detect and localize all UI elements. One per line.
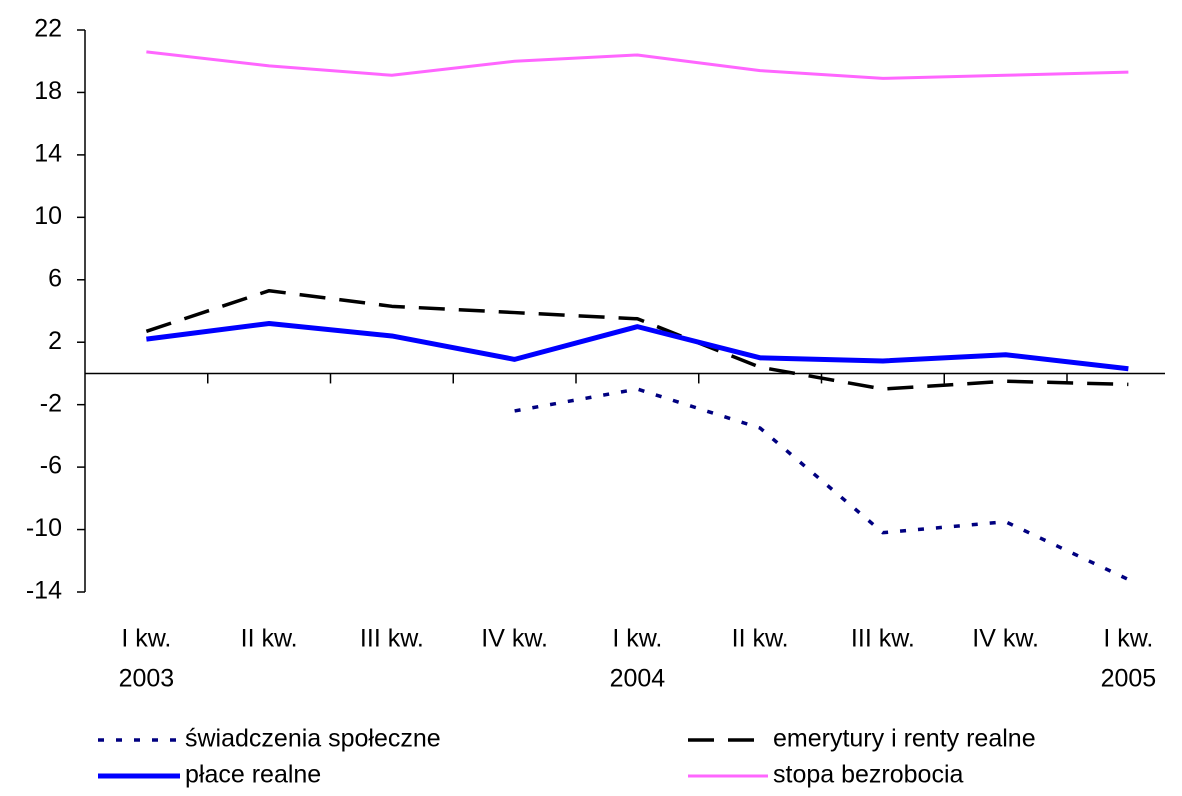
series-line xyxy=(145,288,1129,391)
legend-label: emerytury i renty realne xyxy=(773,725,1036,753)
y-tick-label: 18 xyxy=(34,77,62,105)
y-tick-label: 22 xyxy=(34,15,62,43)
x-tick-label: 2004 xyxy=(610,665,666,693)
x-tick-label: 2003 xyxy=(119,665,175,693)
legend-label: płace realne xyxy=(185,761,321,789)
x-tick-label: IV kw. xyxy=(972,625,1039,653)
y-tick-label: -10 xyxy=(26,514,62,542)
x-tick-label: I kw. xyxy=(1103,625,1153,653)
series-line xyxy=(146,320,1129,372)
series-line xyxy=(146,50,1129,80)
y-tick-label: -14 xyxy=(26,577,62,605)
x-tick-label: II kw. xyxy=(732,625,789,653)
x-tick-label: IV kw. xyxy=(481,625,548,653)
x-tick-label: I kw. xyxy=(612,625,662,653)
y-tick-label: 10 xyxy=(34,202,62,230)
y-tick-label: 14 xyxy=(34,139,62,167)
y-tick-label: 2 xyxy=(48,327,62,355)
legend-label: stopa bezrobocia xyxy=(773,761,964,789)
y-tick-label: -2 xyxy=(40,389,62,417)
y-tick-label: 6 xyxy=(48,264,62,292)
series-line xyxy=(514,387,1130,582)
x-tick-label: II kw. xyxy=(241,625,298,653)
y-tick-label: -6 xyxy=(40,452,62,480)
x-tick-label: III kw. xyxy=(851,625,915,653)
x-tick-label: 2005 xyxy=(1101,665,1157,693)
legend-label: świadczenia społeczne xyxy=(185,725,441,753)
x-tick-label: I kw. xyxy=(121,625,171,653)
x-tick-label: III kw. xyxy=(360,625,424,653)
